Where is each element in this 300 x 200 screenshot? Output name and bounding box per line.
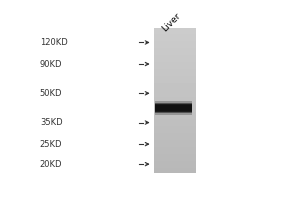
Text: 120KD: 120KD bbox=[40, 38, 68, 47]
Text: 35KD: 35KD bbox=[40, 118, 62, 127]
Bar bbox=[155, 103, 192, 113]
Bar bbox=[155, 101, 192, 115]
Text: 20KD: 20KD bbox=[40, 160, 62, 169]
Text: 90KD: 90KD bbox=[40, 60, 62, 69]
Text: 25KD: 25KD bbox=[40, 140, 62, 149]
Bar bbox=[155, 104, 192, 112]
Text: 50KD: 50KD bbox=[40, 89, 62, 98]
Bar bbox=[155, 105, 192, 111]
Text: Liver: Liver bbox=[160, 11, 183, 33]
